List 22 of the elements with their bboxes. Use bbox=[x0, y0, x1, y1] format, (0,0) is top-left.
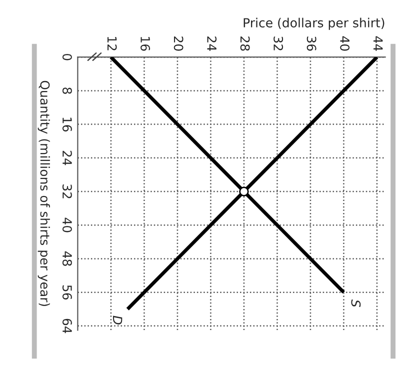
y-tick-label: 64 bbox=[62, 318, 72, 334]
x-tick-label: 44 bbox=[374, 36, 383, 51]
x-tick-label: 32 bbox=[274, 36, 284, 50]
x-tick-label: 16 bbox=[140, 37, 150, 51]
y-tick-label: 24 bbox=[62, 150, 72, 166]
text: D bbox=[113, 316, 122, 324]
y-tick-label: 8 bbox=[62, 88, 72, 94]
x-tick-label: 12 bbox=[108, 37, 117, 50]
x-tick-label: 28 bbox=[240, 36, 250, 51]
y-tick-label: 56 bbox=[62, 285, 72, 300]
y-tick-label: 40 bbox=[62, 218, 72, 232]
x-tick-label: 20 bbox=[174, 36, 184, 51]
x-tick-label: 24 bbox=[207, 36, 217, 51]
y-tick-label: 48 bbox=[62, 251, 72, 266]
x-tick-label: 36 bbox=[306, 36, 316, 51]
text: S bbox=[351, 300, 361, 308]
y-tick-label: 0 bbox=[62, 54, 72, 60]
x-axis-title: Price (dollars per shirt) bbox=[244, 18, 384, 30]
x-tick-label: 40 bbox=[340, 36, 350, 51]
y-axis-title: Quantity (millions of shirts per year) bbox=[38, 80, 50, 306]
y-tick-label: 32 bbox=[62, 184, 72, 198]
y-tick-label: 16 bbox=[62, 118, 72, 132]
